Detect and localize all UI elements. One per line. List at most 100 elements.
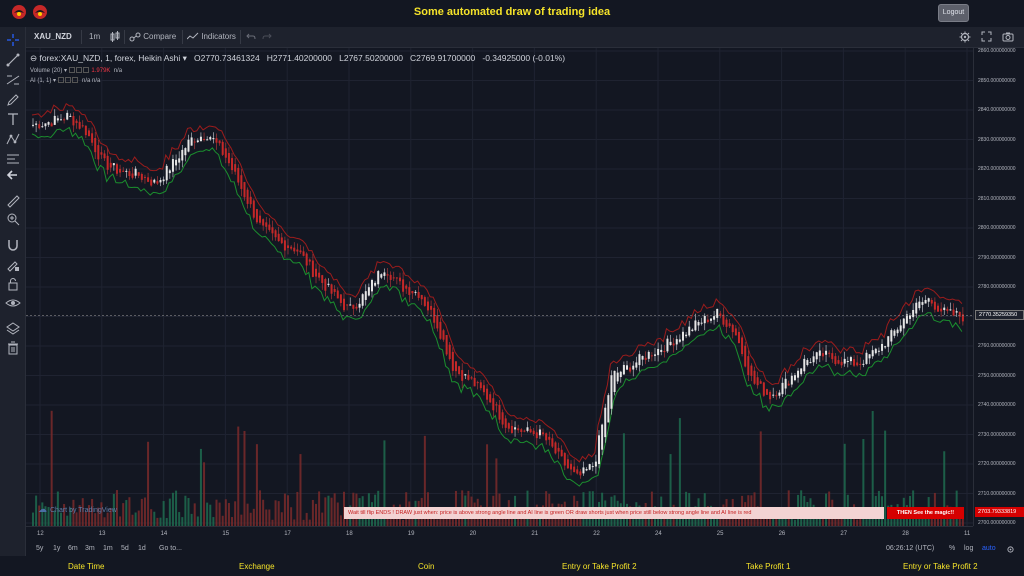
volume-bar	[268, 509, 271, 526]
range-3m[interactable]: 3m	[85, 545, 95, 552]
range-1y[interactable]: 1y	[53, 545, 61, 552]
candle-body	[678, 339, 681, 342]
camera-icon	[1002, 32, 1014, 42]
volume-bar	[762, 513, 765, 526]
range-1m[interactable]: 1m	[103, 545, 113, 552]
tradingview-watermark[interactable]: ☁ Chart by TradingView	[38, 504, 117, 515]
zoom-tool[interactable]	[5, 211, 21, 227]
lock-tool[interactable]	[5, 276, 21, 292]
pattern-tool[interactable]	[5, 131, 21, 147]
candle-body	[41, 126, 44, 128]
time-tick: 21	[531, 531, 539, 537]
volume-bar	[47, 507, 50, 526]
indicators-button[interactable]: Indicators	[186, 27, 236, 47]
candle-body	[930, 299, 933, 304]
study-settings-icon[interactable]	[75, 67, 82, 74]
volume-bar	[97, 507, 100, 526]
volume-bar	[63, 504, 66, 526]
volume-bar	[140, 498, 143, 526]
delete-tool[interactable]	[5, 340, 21, 356]
snapshot-button[interactable]	[1002, 27, 1014, 47]
candle-body	[601, 424, 604, 450]
volume-bar	[632, 519, 635, 526]
volume-study-label[interactable]: Volume (20)	[30, 68, 63, 74]
volume-bar	[112, 493, 115, 526]
candle-body	[489, 394, 492, 403]
symbol-search[interactable]: XAU_NZD	[34, 32, 72, 41]
range-5y[interactable]: 5y	[36, 545, 44, 552]
toolbar-divider	[240, 30, 241, 44]
price-axis[interactable]: 2860.000000000 2850.000000000 2840.0000000…	[973, 48, 1024, 526]
interval-button[interactable]: 1m	[89, 32, 101, 41]
candle-body	[305, 253, 308, 266]
ai-study-label[interactable]: AI (1, 1)	[30, 78, 52, 84]
volume-bar	[713, 512, 716, 526]
brush-tool[interactable]	[5, 92, 21, 108]
scale-settings-button[interactable]	[1006, 545, 1015, 556]
visibility-tool[interactable]	[5, 295, 21, 311]
price-tick: 2700.000000000	[978, 520, 1016, 526]
volume-bar	[259, 490, 262, 526]
goto-button[interactable]: Go to...	[159, 545, 182, 552]
price-chart[interactable]	[26, 48, 973, 526]
collapse-icon[interactable]: ⊖	[30, 53, 38, 63]
volume-bar	[482, 512, 485, 526]
candles-icon	[110, 30, 120, 42]
candle-body	[38, 124, 41, 129]
fib-tool[interactable]	[5, 72, 21, 88]
range-6m[interactable]: 6m	[68, 545, 78, 552]
candle-body	[663, 350, 666, 352]
eye-icon	[5, 299, 21, 307]
trendline-tool[interactable]	[5, 52, 21, 68]
candle-body	[271, 227, 274, 234]
candle-body	[175, 159, 178, 166]
volume-bar	[937, 516, 940, 526]
candle-body	[498, 404, 501, 420]
candle-body	[765, 389, 768, 395]
time-tick: 14	[160, 531, 168, 537]
range-5d[interactable]: 5d	[121, 545, 129, 552]
crosshair-tool[interactable]	[5, 32, 21, 48]
candle-body	[122, 170, 125, 172]
settings-button[interactable]	[959, 27, 971, 47]
candles	[32, 109, 964, 479]
log-toggle[interactable]: log	[964, 545, 974, 552]
compare-button[interactable]: Compare	[129, 27, 176, 47]
study-visibility-icon[interactable]	[57, 77, 64, 84]
logout-button[interactable]: Logout	[938, 4, 969, 22]
prediction-tool[interactable]	[5, 151, 21, 167]
candle-body	[445, 335, 448, 355]
study-visibility-icon[interactable]	[68, 67, 75, 74]
hide-toolbar-button[interactable]	[5, 167, 21, 183]
percent-toggle[interactable]: %	[949, 545, 956, 552]
candle-body	[591, 466, 594, 468]
candle-body	[103, 153, 106, 159]
candle-body	[59, 119, 62, 121]
candle-body	[504, 418, 507, 428]
stay-drawing-tool[interactable]	[5, 257, 21, 273]
study-settings-icon[interactable]	[64, 77, 71, 84]
volume-bar	[821, 515, 824, 526]
text-tool[interactable]	[5, 111, 21, 127]
fullscreen-button[interactable]	[981, 27, 992, 47]
candle-body	[327, 283, 330, 285]
volume-bar	[91, 498, 94, 526]
time-axis[interactable]: 12 13 14 15 17 18 19 20 21 22 24 25 26 27 28 11	[26, 526, 973, 540]
redo-button[interactable]	[262, 27, 272, 47]
candle-body	[560, 449, 563, 457]
study-close-icon[interactable]	[71, 77, 78, 84]
range-1d[interactable]: 1d	[138, 545, 146, 552]
candle-body	[725, 319, 728, 327]
auto-toggle[interactable]: auto	[982, 545, 996, 552]
candle-body	[632, 365, 635, 370]
ruler-tool[interactable]	[5, 193, 21, 209]
undo-button[interactable]	[246, 27, 256, 47]
layers-tool[interactable]	[5, 321, 21, 337]
chart-pane[interactable]: ⊖ forex:XAU_NZD, 1, forex, Heikin Ashi ▾…	[26, 48, 973, 526]
candle-body	[402, 279, 405, 292]
time-tick: 26	[778, 531, 786, 537]
volume-bar	[585, 518, 588, 526]
study-close-icon[interactable]	[82, 67, 89, 74]
magnet-tool[interactable]	[5, 237, 21, 253]
chart-style-button[interactable]	[109, 27, 121, 47]
